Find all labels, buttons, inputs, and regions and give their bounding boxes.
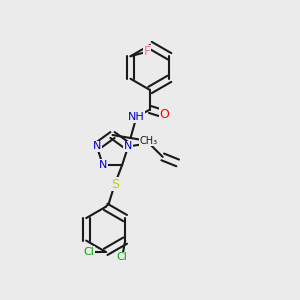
Text: N: N bbox=[99, 160, 107, 170]
Text: CH₃: CH₃ bbox=[140, 136, 158, 146]
Text: F: F bbox=[143, 45, 151, 58]
Text: Cl: Cl bbox=[84, 247, 94, 257]
Text: O: O bbox=[160, 107, 169, 121]
Text: S: S bbox=[111, 178, 119, 191]
Text: Cl: Cl bbox=[117, 252, 128, 262]
Text: NH: NH bbox=[128, 112, 145, 122]
Text: N: N bbox=[93, 141, 101, 152]
Text: N: N bbox=[124, 141, 132, 152]
